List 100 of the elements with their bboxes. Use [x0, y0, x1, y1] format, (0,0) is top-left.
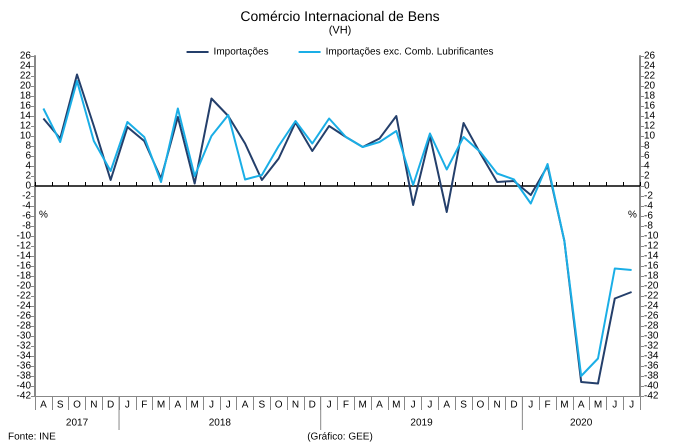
y-tick-label: 16 [20, 100, 32, 112]
y-tick-label: -30 [16, 330, 32, 342]
x-tick-label: D [107, 400, 114, 410]
text: 2018 [208, 418, 232, 428]
x-tick-label: F [342, 400, 349, 410]
y-tick-label: -14 [16, 250, 32, 262]
x-tick-label: J [326, 400, 332, 410]
y2-tick-label: -42 [644, 390, 659, 402]
y-tick-label: -32 [16, 340, 32, 352]
y-tick-label: -34 [16, 350, 32, 362]
legend-label: Importações [214, 46, 269, 58]
y2-tick-label: -20 [644, 280, 659, 292]
x-tick-label: J [124, 400, 130, 410]
x-tick-label: M [190, 400, 199, 410]
y2-tick-label: 22 [644, 70, 656, 82]
y2-tick-label: 10 [644, 130, 656, 142]
x-tick-label: J [528, 400, 534, 410]
y-tick-label: 22 [20, 70, 32, 82]
y2-tick-label: -14 [644, 250, 659, 262]
x-tick-label: J [226, 400, 231, 410]
y-tick-label: 14 [20, 110, 32, 122]
y-tick-label: -36 [16, 360, 32, 372]
x-tick-label: N [90, 400, 98, 410]
y2-tick-label: -2 [644, 190, 654, 202]
y2-tick-label: -26 [644, 310, 659, 322]
y-tick-label: -10 [16, 230, 32, 242]
y-tick-label: 2 [25, 170, 32, 182]
y-tick-label: -6 [22, 210, 32, 222]
x-tick-label: J [208, 400, 214, 410]
x-tick-label: O [274, 400, 283, 410]
x-tick-label: F [544, 400, 551, 410]
y-tick-label: 6 [25, 150, 32, 162]
y2-axis-title: % [628, 210, 637, 220]
x-tick-label: J [427, 400, 432, 410]
y-tick-label: -2 [22, 190, 32, 202]
x-tick-label: A [376, 400, 384, 410]
y2-tick-label: 18 [644, 90, 656, 102]
x-tick-label: J [410, 400, 416, 410]
x-tick-label: J [629, 400, 634, 410]
y2-tick-label: 4 [644, 160, 650, 172]
x-tick-label: M [560, 400, 569, 410]
y-tick-label: -42 [16, 390, 32, 402]
y-tick-label: -38 [16, 370, 32, 382]
y2-tick-label: -6 [644, 210, 654, 222]
y-tick-label: 4 [25, 160, 32, 172]
y2-tick-label: -10 [644, 230, 659, 242]
y2-tick-label: 2 [644, 170, 650, 182]
x-tick-label: S [258, 400, 266, 410]
text: 2019 [410, 418, 434, 428]
legend-label: Importações exc. Comb. Lubrificantes [326, 46, 494, 58]
y-tick-label: 0 [25, 180, 32, 192]
x-tick-label: O [476, 400, 484, 410]
y-tick-label: 10 [20, 130, 32, 142]
x-tick-label: D [510, 400, 518, 410]
y2-tick-label: -4 [644, 200, 654, 212]
chart-subtitle: (VH) [328, 24, 352, 36]
x-tick-label: F [141, 400, 148, 410]
x-tick-label: A [443, 400, 450, 410]
y2-tick-label: -40 [644, 380, 659, 392]
y-tick-label: -24 [16, 300, 32, 312]
y2-tick-label: -38 [644, 370, 659, 382]
x-tick-label: A [174, 400, 182, 410]
x-tick-label: A [578, 400, 585, 410]
text: (Gráfico: GEE) [307, 432, 373, 442]
y2-tick-label: 12 [644, 120, 656, 132]
y-tick-label: 18 [20, 90, 32, 102]
y2-tick-label: -32 [644, 340, 659, 352]
x-tick-label: M [594, 400, 602, 410]
y-tick-label: 24 [20, 60, 32, 72]
y-tick-label: -8 [22, 220, 32, 232]
y-tick-label: -16 [16, 260, 32, 272]
y2-tick-label: -28 [644, 320, 659, 332]
y-tick-label: -40 [16, 380, 32, 392]
x-tick-label: S [460, 400, 468, 410]
y2-tick-label: 20 [644, 80, 656, 92]
x-tick-label: M [156, 400, 166, 410]
y-tick-label: -18 [16, 270, 32, 282]
chart-title: Comércio Internacional de Bens [240, 8, 440, 24]
y2-tick-label: -8 [644, 220, 654, 232]
y-tick-label: -20 [16, 280, 32, 292]
y2-tick-label: 26 [644, 50, 656, 62]
x-tick-label: M [392, 400, 400, 410]
y-tick-label: 8 [25, 140, 32, 152]
source-note: Fonte: INE [8, 432, 56, 442]
y2-tick-label: 6 [644, 150, 650, 162]
y2-tick-label: 24 [644, 60, 656, 72]
x-tick-label: S [56, 400, 64, 410]
y2-tick-label: -16 [644, 260, 659, 272]
y2-tick-label: -12 [644, 240, 659, 252]
y-tick-label: -12 [16, 240, 32, 252]
y-tick-label: -4 [22, 200, 32, 212]
x-tick-label: N [292, 400, 300, 410]
y-tick-label: -26 [16, 310, 32, 322]
y2-tick-label: 14 [644, 110, 656, 122]
x-tick-label: M [358, 400, 367, 410]
y-tick-label: -28 [16, 320, 32, 332]
x-tick-label: A [242, 400, 249, 410]
y2-tick-label: -36 [644, 360, 659, 372]
x-tick-label: A [40, 400, 48, 410]
y-tick-label: -22 [16, 290, 32, 302]
